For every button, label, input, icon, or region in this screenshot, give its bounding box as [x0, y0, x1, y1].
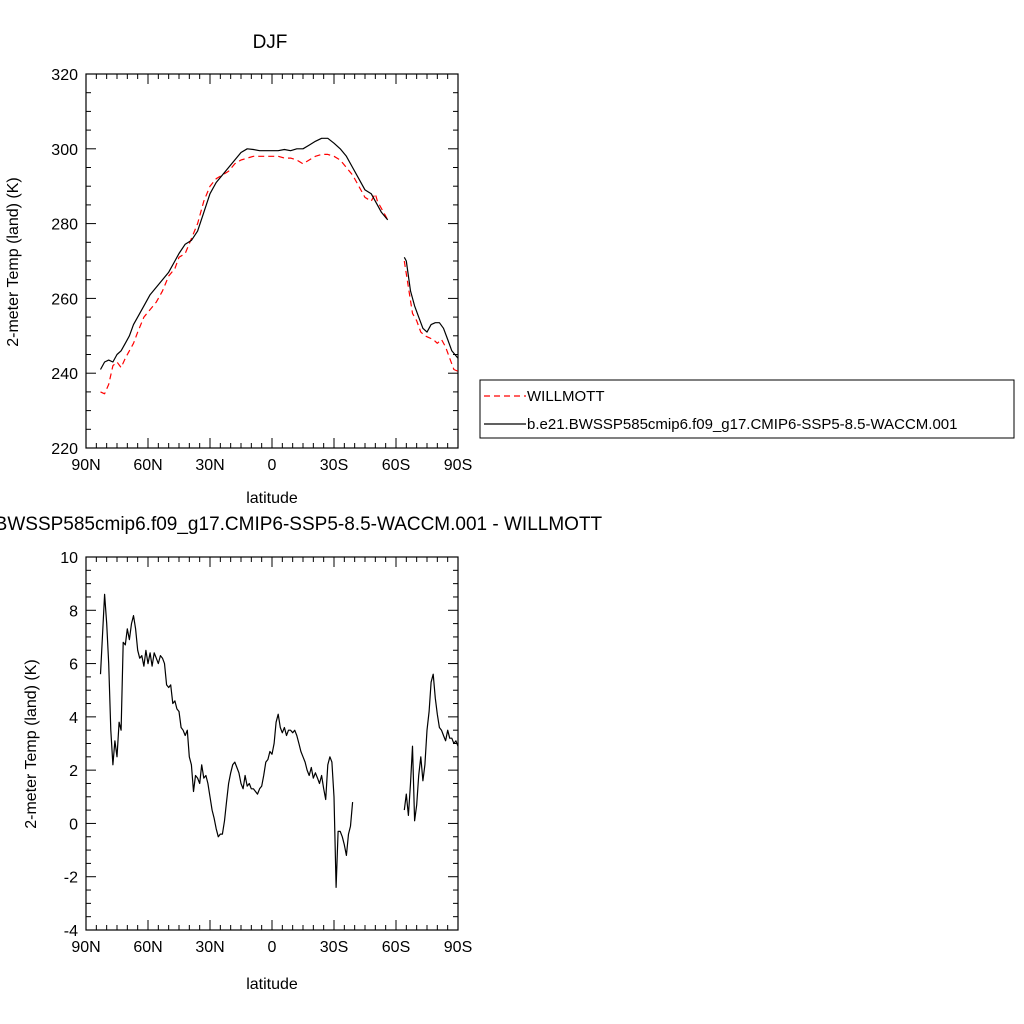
x-tick-label: 60S: [382, 939, 410, 956]
top-series-2-line: [99, 137, 389, 370]
x-tick-label: 90N: [71, 457, 100, 474]
top-chart-title: DJF: [253, 32, 288, 53]
x-tick-label: 30N: [195, 939, 224, 956]
x-tick-label: 60N: [133, 939, 162, 956]
legend-box: [479, 379, 1015, 439]
top-plot-marks: [99, 137, 459, 395]
top-y-axis-label: 2-meter Temp (land) (K): [5, 177, 22, 347]
x-tick-label: 0: [268, 939, 277, 956]
y-tick-label: 240: [51, 366, 78, 383]
x-tick-label: 90S: [444, 457, 472, 474]
bottom-panel: b.e21.BWSSP585cmip6.f09_g17.CMIP6-SSP5-8…: [0, 514, 603, 993]
top-x-axis-label: latitude: [246, 490, 298, 507]
bottom-plot-marks: [99, 593, 459, 888]
y-tick-label: 320: [51, 67, 78, 84]
top-axis-ticks: 90N 60N 30N 0 30S 60S 90S 220 240 260 280 300 320: [51, 67, 472, 474]
y-tick-label: 260: [51, 291, 78, 308]
bottom-chart-title: b.e21.BWSSP585cmip6.f09_g17.CMIP6-SSP5-8…: [0, 514, 603, 535]
legend-label-model: b.e21.BWSSP585cmip6.f09_g17.CMIP6-SSP5-8…: [527, 416, 957, 433]
x-tick-label: 60N: [133, 457, 162, 474]
y-tick-label: -4: [64, 923, 78, 940]
y-tick-label: 4: [69, 710, 78, 727]
x-tick-label: 30S: [320, 939, 348, 956]
bottom-y-axis-label: 2-meter Temp (land) (K): [23, 659, 40, 829]
y-tick-label: 6: [69, 657, 78, 674]
bottom-x-axis-label: latitude: [246, 976, 298, 993]
x-tick-label: 60S: [382, 457, 410, 474]
bottom-axis-ticks: 90N 60N 30N 0 30S 60S 90S -4 -2 0 2 4 6 8 10: [60, 550, 472, 956]
bottom-plot-frame: [85, 556, 459, 931]
y-tick-label: 2: [69, 763, 78, 780]
bottom-series-1-line: [403, 673, 459, 822]
y-tick-label: 0: [69, 816, 78, 833]
y-tick-label: 220: [51, 441, 78, 458]
top-panel: DJF 2-meter Temp (land) (K) latitude 90N…: [5, 32, 472, 507]
top-series-2-line: [403, 257, 459, 359]
top-series-1-line: [100, 153, 389, 395]
y-tick-label: 10: [60, 550, 78, 567]
y-tick-label: 280: [51, 217, 78, 234]
x-tick-label: 90S: [444, 939, 472, 956]
x-tick-label: 30S: [320, 457, 348, 474]
y-tick-label: 300: [51, 142, 78, 159]
x-tick-label: 90N: [71, 939, 100, 956]
bottom-series-1-line: [99, 593, 354, 888]
y-tick-label: -2: [64, 870, 78, 887]
y-tick-label: 8: [69, 603, 78, 620]
top-plot-frame: [85, 73, 459, 449]
x-tick-label: 30N: [195, 457, 224, 474]
legend: WILLMOTT b.e21.BWSSP585cmip6.f09_g17.CMI…: [479, 379, 1015, 439]
top-series-1-line: [403, 260, 459, 372]
legend-label-willmott: WILLMOTT: [527, 388, 605, 405]
x-tick-label: 0: [268, 457, 277, 474]
